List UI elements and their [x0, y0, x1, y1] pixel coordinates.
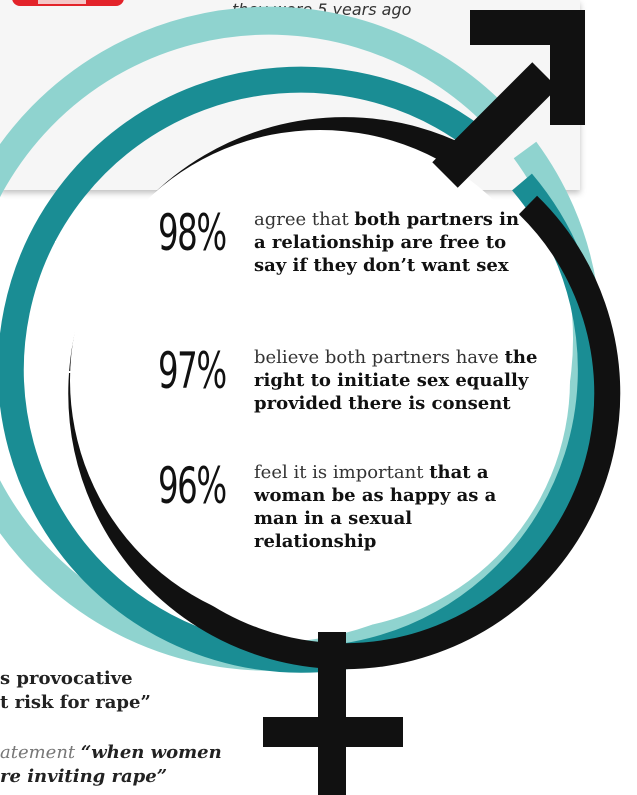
stat-description: agree that both partners in a relationsh… [254, 208, 524, 277]
bottom-text-bold: “when women [80, 742, 222, 763]
stat-lead-text: believe both partners have [254, 347, 505, 368]
cross-bar [263, 717, 403, 747]
stat-percent: 97% [158, 342, 227, 400]
bottom-text-line: atement “when women [0, 742, 222, 763]
stat-lead-text: agree that [254, 209, 355, 230]
stat-item: 98% agree that both partners in a relati… [158, 208, 524, 277]
cross-stem [318, 632, 346, 795]
stat-percent: 96% [158, 457, 227, 515]
bottom-text-plain: atement [0, 742, 81, 763]
arrow-head [470, 10, 585, 125]
arrow-shaft [432, 62, 558, 188]
bottom-text-line: s provocative [0, 668, 133, 689]
stat-description: believe both partners have the right to … [254, 346, 544, 415]
stat-description: feel it is important that a woman be as … [254, 461, 514, 553]
middle-ring [0, 66, 604, 673]
stat-bold-text: both partners in a relationship are free… [254, 209, 520, 276]
inner-disc [70, 130, 570, 630]
red-tab-highlight [38, 0, 86, 4]
stat-bold-text: that a woman be as happy as a man in a s… [254, 462, 497, 552]
stat-lead-text: feel it is important [254, 462, 430, 483]
stat-bold-text: the right to initiate sex equally provid… [254, 347, 538, 414]
bottom-text-line: re inviting rape” [0, 766, 168, 787]
bottom-text-line: t risk for rape” [0, 692, 151, 713]
stat-item: 96% feel it is important that a woman be… [158, 461, 514, 553]
stat-item: 97% believe both partners have the right… [158, 346, 544, 415]
stat-percent: 98% [158, 204, 227, 262]
